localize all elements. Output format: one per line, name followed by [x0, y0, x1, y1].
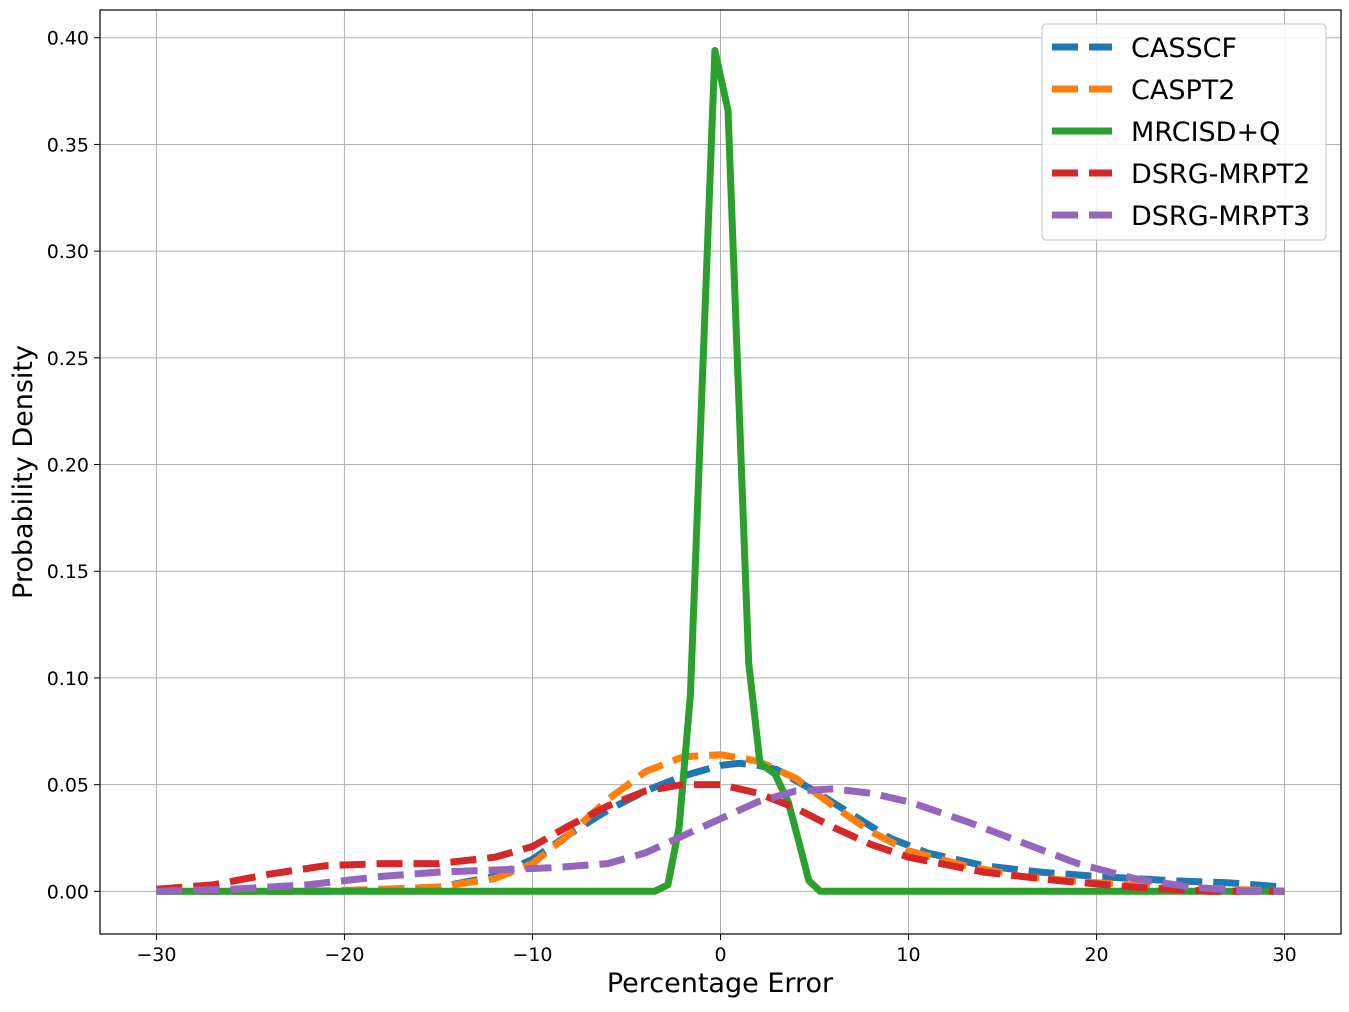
- legend-label-mrcisd-q: MRCISD+Q: [1131, 117, 1280, 148]
- x-tick-label: 0: [714, 944, 726, 966]
- y-tick-label: 0.10: [47, 668, 89, 690]
- legend-label-dsrg-mrpt2: DSRG-MRPT2: [1131, 159, 1310, 190]
- series-line-dsrg-mrpt2: [156, 781, 1285, 895]
- x-tick-label: 20: [1084, 944, 1108, 966]
- x-tick-label: 10: [896, 944, 920, 966]
- y-tick-label: 0.30: [47, 241, 89, 263]
- legend-box: [1041, 23, 1327, 241]
- legend: CASSCF CASPT2 MRCISD+Q DSRG-MRPT2 DSRG-MRPT3: [1041, 23, 1327, 241]
- x-tick-label: 30: [1272, 944, 1296, 966]
- tick-layer: −30 −20 −10 0 10 20 30 0.00 0.05 0.10 0.15 0.20 0.25…: [47, 28, 1297, 966]
- y-tick-label: 0.00: [47, 881, 89, 903]
- legend-label-caspt2: CASPT2: [1131, 75, 1235, 106]
- series-line-dsrg-mrpt3: [156, 785, 1285, 895]
- y-tick-label: 0.05: [47, 775, 89, 797]
- y-tick-label: 0.25: [47, 348, 89, 370]
- x-tick-label: −20: [324, 944, 364, 966]
- x-tick-label: −10: [512, 944, 552, 966]
- legend-label-casscf: CASSCF: [1131, 33, 1237, 64]
- y-tick-label: 0.40: [47, 28, 89, 50]
- x-tick-label: −30: [136, 944, 176, 966]
- series-line-casscf: [156, 759, 1285, 895]
- y-tick-label: 0.35: [47, 134, 89, 156]
- series-line-mrcisd-q: [156, 47, 1285, 895]
- legend-label-dsrg-mrpt3: DSRG-MRPT3: [1131, 201, 1310, 232]
- series-layer: [156, 47, 1285, 895]
- y-tick-label: 0.20: [47, 455, 89, 477]
- y-axis-label: Probability Density: [8, 345, 39, 599]
- y-tick-label: 0.15: [47, 561, 89, 583]
- x-axis-label: Percentage Error: [607, 968, 834, 999]
